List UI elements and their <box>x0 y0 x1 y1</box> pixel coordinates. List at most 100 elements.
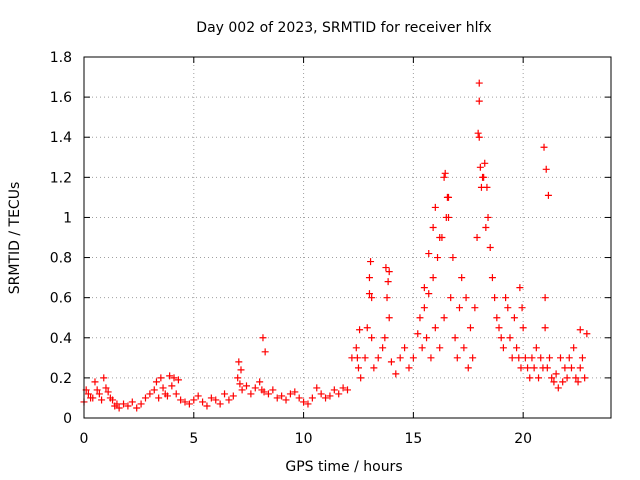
data-point <box>460 344 468 352</box>
x-tick-label: 10 <box>295 431 313 447</box>
data-point <box>420 284 428 292</box>
data-point <box>429 274 437 282</box>
data-point <box>414 330 422 338</box>
data-point <box>405 364 413 372</box>
data-point <box>295 394 303 402</box>
data-point <box>453 354 461 362</box>
data-point <box>528 354 536 362</box>
data-point <box>471 304 479 312</box>
data-point <box>441 169 449 177</box>
data-point <box>269 386 277 394</box>
y-tick-label: 0 <box>63 411 72 427</box>
data-point <box>161 390 169 398</box>
data-point <box>443 193 451 201</box>
data-point <box>339 384 347 392</box>
data-point <box>322 394 330 402</box>
data-point <box>190 396 198 404</box>
data-point <box>264 390 272 398</box>
data-point <box>491 294 499 302</box>
data-point <box>278 392 286 400</box>
x-tick-label: 15 <box>404 431 422 447</box>
data-point <box>385 314 393 322</box>
data-point <box>530 364 538 372</box>
y-tick-label: 0.2 <box>50 371 72 387</box>
data-point <box>556 354 564 362</box>
data-point <box>481 159 489 167</box>
data-point <box>409 354 417 362</box>
data-point <box>521 354 529 362</box>
data-point <box>431 203 439 211</box>
data-point <box>225 396 233 404</box>
data-point <box>552 370 560 378</box>
data-point <box>353 354 361 362</box>
data-point <box>104 388 112 396</box>
data-point <box>137 400 145 408</box>
data-point <box>84 390 92 398</box>
data-point <box>517 364 525 372</box>
data-point <box>542 165 550 173</box>
data-point <box>194 392 202 400</box>
data-point <box>177 396 185 404</box>
y-tick-label: 1 <box>63 210 72 226</box>
y-tick-label: 1.6 <box>50 90 72 106</box>
data-point <box>572 374 580 382</box>
data-point <box>440 314 448 322</box>
data-point <box>98 396 106 404</box>
data-point <box>379 344 387 352</box>
data-point <box>207 394 215 402</box>
data-point <box>155 394 163 402</box>
data-point <box>436 344 444 352</box>
x-axis-label: GPS time / hours <box>285 459 402 475</box>
data-point <box>87 394 95 402</box>
data-point <box>476 163 484 171</box>
data-point <box>159 384 167 392</box>
data-point <box>486 244 494 252</box>
data-point <box>576 364 584 372</box>
data-point <box>543 364 551 372</box>
data-point <box>185 400 193 408</box>
data-point <box>546 354 554 362</box>
data-point <box>499 344 507 352</box>
data-point <box>540 143 548 151</box>
data-point <box>475 97 483 105</box>
data-point <box>387 358 395 366</box>
data-point <box>330 386 338 394</box>
data-point <box>484 213 492 221</box>
x-tick-label: 5 <box>189 431 198 447</box>
data-point <box>513 344 521 352</box>
data-point <box>535 374 543 382</box>
data-point <box>583 330 591 338</box>
y-tick-label: 0.8 <box>50 251 72 267</box>
data-point <box>554 384 562 392</box>
data-point <box>469 354 477 362</box>
data-point <box>356 326 364 334</box>
data-point <box>576 326 584 334</box>
data-point <box>429 223 437 231</box>
data-point <box>578 354 586 362</box>
data-point <box>449 254 457 262</box>
data-point <box>365 274 373 282</box>
data-point <box>445 213 453 221</box>
data-point <box>368 294 376 302</box>
data-point <box>100 374 108 382</box>
data-point <box>235 358 243 366</box>
data-point <box>392 370 400 378</box>
data-point <box>570 344 578 352</box>
data-point <box>120 400 128 408</box>
data-point <box>384 278 392 286</box>
data-point <box>363 324 371 332</box>
data-point <box>497 334 505 342</box>
data-point <box>102 384 110 392</box>
data-point <box>493 314 501 322</box>
data-point <box>124 402 132 410</box>
data-points <box>80 79 591 412</box>
data-point <box>475 133 483 141</box>
data-point <box>128 398 136 406</box>
data-point <box>574 378 582 386</box>
data-point <box>146 390 154 398</box>
data-point <box>313 384 321 392</box>
data-point <box>236 380 244 388</box>
x-tick-label: 20 <box>514 431 532 447</box>
